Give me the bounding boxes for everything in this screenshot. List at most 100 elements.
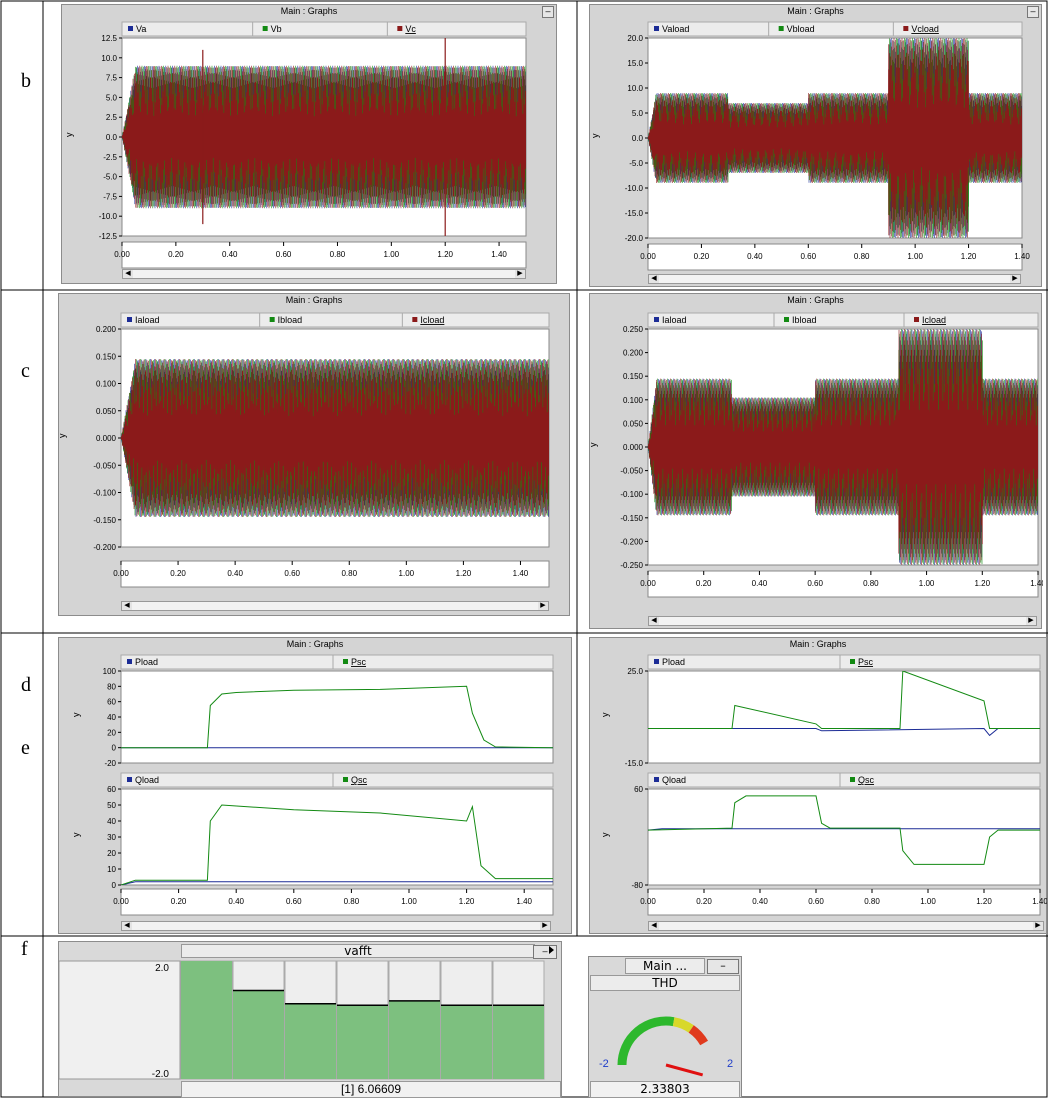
scroll-left-icon[interactable]: ◀ <box>122 922 132 930</box>
x-tick-label: 0.00 <box>640 252 656 261</box>
horizontal-scrollbar[interactable]: ◀ ▶ <box>648 616 1037 626</box>
legend-entry: Qload <box>662 775 686 785</box>
scroll-right-icon[interactable]: ▶ <box>1033 922 1043 930</box>
x-tick-label: 0.40 <box>752 579 768 588</box>
y-axis-label: y <box>59 433 67 438</box>
scroll-left-icon[interactable]: ◀ <box>649 275 659 283</box>
legend-entry: Vb <box>271 24 282 34</box>
x-tick-label: 0.20 <box>171 897 187 906</box>
x-tick-label: 1.40 <box>1030 579 1043 588</box>
panel-title: Main : Graphs <box>280 6 338 16</box>
scroll-right-icon[interactable]: ▶ <box>1010 275 1020 283</box>
legend-swatch <box>412 317 418 322</box>
panel-title: Main : Graphs <box>285 295 343 305</box>
minimize-button[interactable]: – <box>707 959 739 974</box>
x-tick-label: 0.40 <box>227 569 243 578</box>
x-axis-strip <box>120 560 550 588</box>
scroll-right-icon[interactable]: ▶ <box>538 602 548 610</box>
legend-bar <box>120 772 554 788</box>
y-tick-label: -12.5 <box>99 232 118 241</box>
x-tick-label: 1.20 <box>976 897 992 906</box>
fft-bar <box>181 961 232 1079</box>
chart-voltage-load: Vaload Vbload Vcload 20.0 15.0 10.0 5.0 0.0 -5.0… <box>590 21 1030 271</box>
scroll-left-icon[interactable]: ◀ <box>122 602 132 610</box>
x-tick-label: 0.20 <box>696 579 712 588</box>
legend-entry: Iaload <box>662 315 687 325</box>
y-tick-label: 40 <box>107 817 116 826</box>
chart-fft: 2.0 -2.0 <box>59 946 554 1080</box>
x-tick-label: 1.00 <box>401 897 417 906</box>
legend: Va Vb Vc <box>121 21 527 37</box>
legend: Iaload Ibload Icload <box>120 312 550 328</box>
y-tick-label: 5.0 <box>632 109 644 118</box>
legend-bar <box>121 21 527 37</box>
legend-swatch <box>343 777 348 782</box>
legend: Qload Qsc <box>647 772 1041 788</box>
gauge-band <box>672 1017 694 1033</box>
x-tick-label: 1.00 <box>907 252 923 261</box>
y-tick-label: 100 <box>103 667 117 676</box>
row-label-d: d <box>21 674 31 696</box>
panel-title: Main : Graphs <box>789 639 847 649</box>
x-tick-label: 1.00 <box>399 569 415 578</box>
scroll-left-icon[interactable]: ◀ <box>123 270 133 278</box>
scroll-right-icon[interactable]: ▶ <box>540 922 550 930</box>
legend-bar <box>647 654 1041 670</box>
scroll-left-icon[interactable]: ◀ <box>649 617 659 625</box>
legend-entry: Pload <box>662 657 685 667</box>
legend-swatch <box>914 317 919 322</box>
x-tick-label: 1.20 <box>974 579 990 588</box>
y-tick-label: 15.0 <box>627 59 643 68</box>
y-tick-label: -2.5 <box>103 153 117 162</box>
y-tick-label: -15.0 <box>625 759 644 768</box>
legend-bar <box>120 312 550 328</box>
chart-current-load-right: Iaload Ibload Icload 0.250 0.200 0.150 0.100 0.… <box>590 312 1043 598</box>
y-tick-label: 2.5 <box>106 113 118 122</box>
horizontal-scrollbar[interactable]: ◀ ▶ <box>121 921 551 931</box>
legend-swatch <box>778 26 784 31</box>
series-line-icload <box>121 358 549 518</box>
x-tick-label: 0.80 <box>854 252 870 261</box>
legend-swatch <box>784 317 789 322</box>
x-tick-label: 0.60 <box>284 569 300 578</box>
x-tick-label: 1.00 <box>919 579 935 588</box>
minimize-button[interactable]: – <box>542 6 554 18</box>
minimize-button[interactable]: – <box>1027 6 1039 18</box>
y-tick-label: 20 <box>107 849 116 858</box>
x-tick-label: 1.40 <box>513 569 529 578</box>
horizontal-scrollbar[interactable]: ◀ ▶ <box>648 921 1044 931</box>
horizontal-scrollbar[interactable]: ◀ ▶ <box>121 601 549 611</box>
y-tick-label: 0.200 <box>96 325 117 334</box>
legend-entry: Qload <box>135 775 159 785</box>
row-label-f: f <box>21 938 28 960</box>
panel-title: Main : Graphs <box>787 6 844 16</box>
legend-swatch <box>343 659 348 664</box>
legend-swatch <box>128 26 133 31</box>
y-tick-label: -0.200 <box>93 543 116 552</box>
scroll-left-icon[interactable]: ◀ <box>649 922 659 930</box>
legend-entry: Psc <box>858 657 874 667</box>
gauge-needle <box>665 1063 704 1077</box>
horizontal-scrollbar[interactable]: ◀ ▶ <box>122 269 526 279</box>
y-tick-label: 20.0 <box>627 34 643 43</box>
fft-bar-panel: vafft – 2.0 -2.0 [1] 6.06609 <box>58 941 562 1098</box>
y-tick-label: -80 <box>631 881 643 890</box>
x-tick-label: 0.00 <box>113 897 129 906</box>
legend-swatch <box>903 26 909 31</box>
legend-entry: Psc <box>351 657 367 667</box>
scroll-right-icon[interactable]: ▶ <box>515 270 525 278</box>
x-tick-label: 0.00 <box>640 897 656 906</box>
y-tick-label: -20 <box>104 759 116 768</box>
play-icon <box>549 946 554 954</box>
legend-swatch <box>654 777 659 782</box>
y-tick-label: -0.100 <box>620 490 643 499</box>
y-tick-label: 7.5 <box>106 74 118 83</box>
legend-swatch <box>127 659 132 664</box>
legend-entry: Va <box>136 24 146 34</box>
y-tick-label: 80 <box>107 682 116 691</box>
horizontal-scrollbar[interactable]: ◀ ▶ <box>648 274 1021 284</box>
y-axis-label: y <box>600 712 610 717</box>
scroll-right-icon[interactable]: ▶ <box>1026 617 1036 625</box>
x-tick-label: 0.60 <box>286 897 302 906</box>
